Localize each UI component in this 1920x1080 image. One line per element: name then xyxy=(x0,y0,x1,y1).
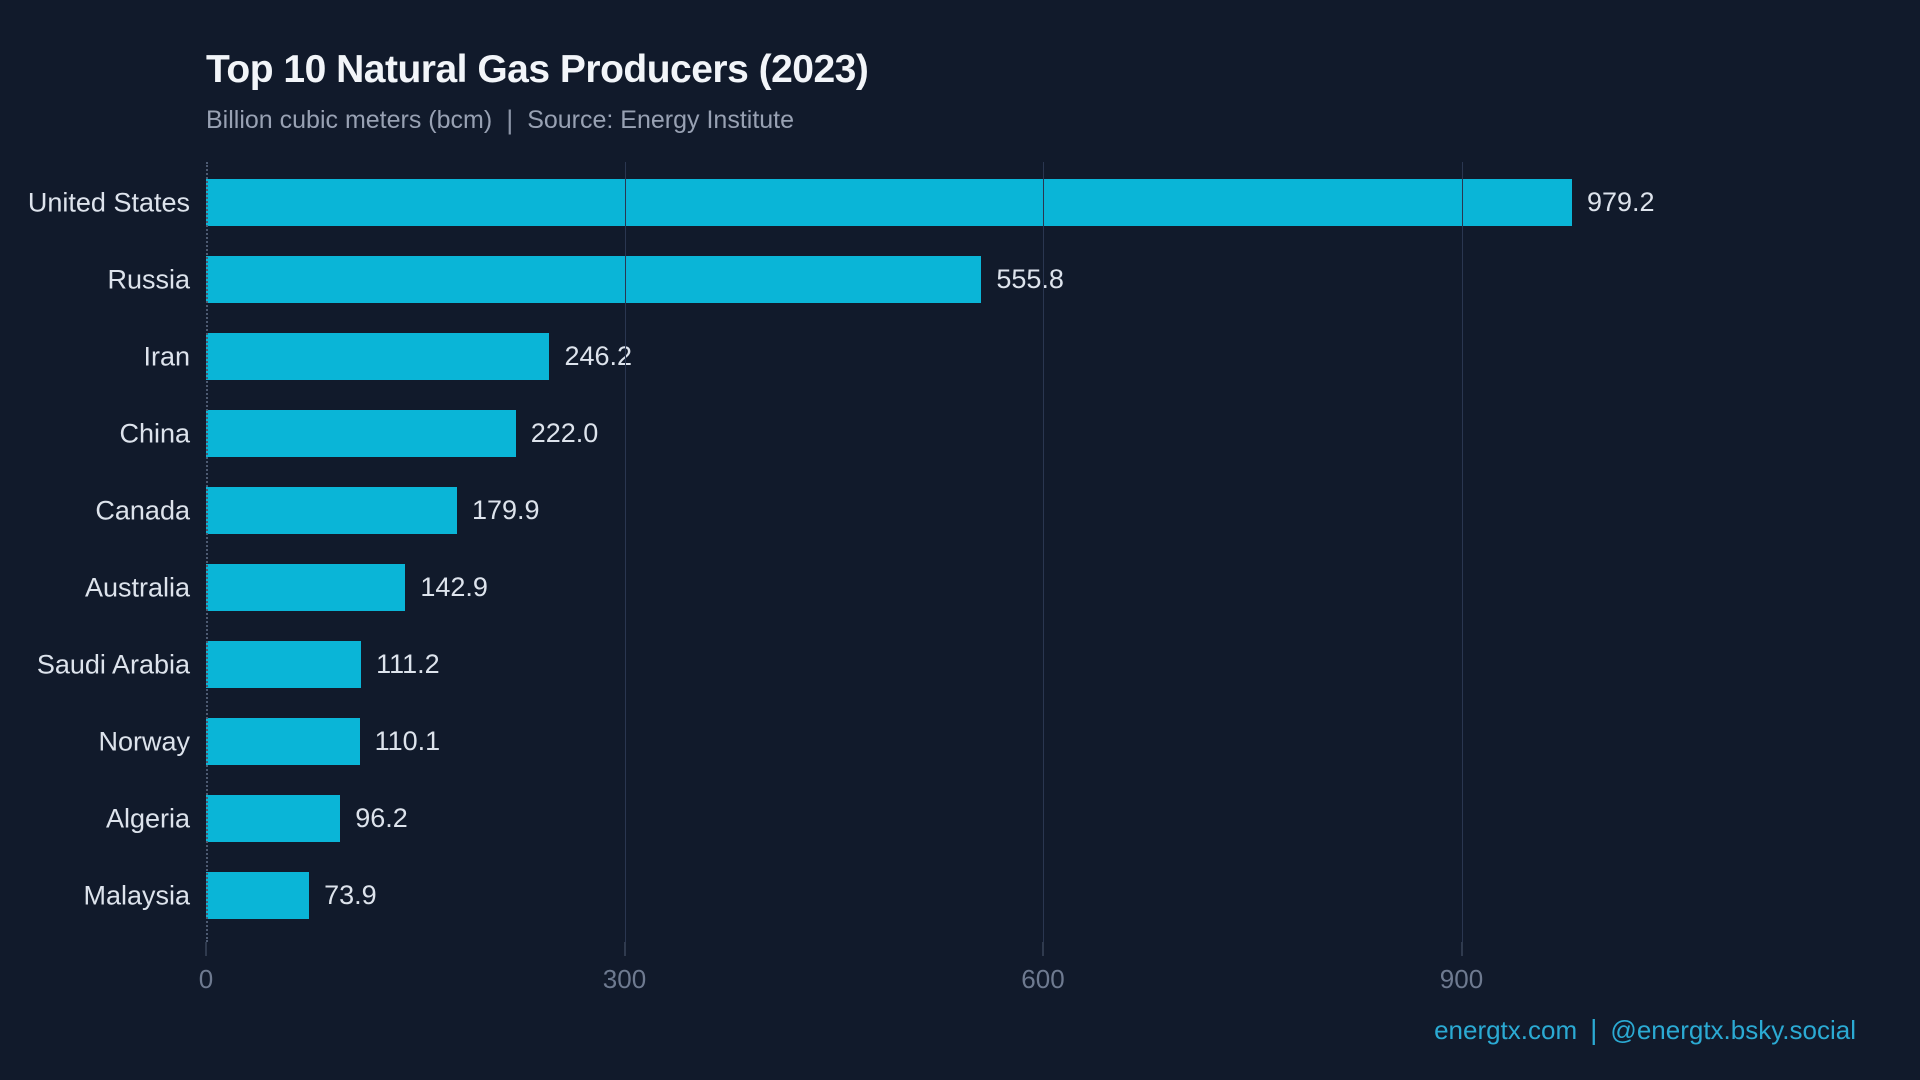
bar xyxy=(206,564,406,611)
value-label: 142.9 xyxy=(420,572,488,602)
chart-title: Top 10 Natural Gas Producers (2023) xyxy=(206,48,869,91)
subtitle-units: Billion cubic meters (bcm) xyxy=(206,105,493,134)
tick-label: 0 xyxy=(198,964,214,994)
bar xyxy=(206,410,516,457)
category-label: Algeria xyxy=(105,803,190,833)
footer-separator: | xyxy=(1590,1014,1598,1045)
bar-row: Norway 110.1 xyxy=(98,703,1880,780)
zero-axis-spine xyxy=(206,162,208,942)
bar-rows: United States 979.2 Russia 555.8 Iran 24… xyxy=(28,164,1880,934)
category-label: Saudi Arabia xyxy=(36,649,190,679)
bar-row: Saudi Arabia 111.2 xyxy=(37,626,1880,703)
gridline xyxy=(1043,162,1044,942)
chart-subtitle: Billion cubic meters (bcm) | Source: Ene… xyxy=(206,105,868,136)
footer-social-link[interactable]: @energtx.bsky.social xyxy=(1610,1014,1856,1045)
category-label: Australia xyxy=(84,572,190,602)
bar-row: Algeria 96.2 xyxy=(106,780,1880,857)
gridline xyxy=(1461,162,1463,942)
value-label: 555.8 xyxy=(996,264,1064,294)
value-label: 96.2 xyxy=(355,803,408,833)
chart-header: Top 10 Natural Gas Producers (2023) Bill… xyxy=(206,48,869,136)
tick-label: 900 xyxy=(1439,964,1484,994)
value-label: 979.2 xyxy=(1586,187,1655,217)
bar-row: Malaysia 73.9 xyxy=(83,857,1880,934)
subtitle-source: Source: Energy Institute xyxy=(527,105,795,134)
value-label: 222.0 xyxy=(530,418,599,448)
bar xyxy=(206,487,457,534)
footer-website-link[interactable]: energtx.com xyxy=(1434,1014,1578,1045)
bar xyxy=(206,333,550,380)
tick-label: 300 xyxy=(602,964,647,994)
tick-label: 600 xyxy=(1021,964,1065,994)
bar xyxy=(206,718,360,765)
footer: energtx.com | @energtx.bsky.social xyxy=(1434,1014,1856,1046)
category-label: Malaysia xyxy=(83,880,190,910)
value-label: 246.2 xyxy=(564,341,633,371)
bar-row: Canada 179.9 xyxy=(95,472,1880,549)
category-label: Canada xyxy=(95,495,190,525)
bar xyxy=(206,179,1572,226)
tick-mark xyxy=(624,942,625,956)
gridline xyxy=(624,162,626,942)
category-label: China xyxy=(119,418,190,448)
subtitle-separator: | xyxy=(506,104,514,135)
category-label: Iran xyxy=(143,341,190,371)
x-axis: 0 300 600 900 xyxy=(199,942,1880,1012)
tick-mark xyxy=(205,942,207,956)
bar xyxy=(206,795,341,842)
tick-mark xyxy=(1461,942,1462,956)
value-label: 73.9 xyxy=(324,880,377,910)
category-label: Norway xyxy=(98,726,190,756)
bar xyxy=(206,641,362,688)
category-label: Russia xyxy=(107,264,190,294)
plot-area: United States 979.2 Russia 555.8 Iran 24… xyxy=(28,162,1880,942)
value-label: 111.2 xyxy=(376,649,440,679)
tick-mark xyxy=(1042,942,1044,956)
bar-row: China 222.0 xyxy=(119,395,1880,472)
category-label: United States xyxy=(27,187,190,217)
bar xyxy=(206,872,310,919)
bar-row: United States 979.2 xyxy=(28,164,1880,241)
value-label: 110.1 xyxy=(374,726,441,756)
bar-row: Russia 555.8 xyxy=(107,241,1880,318)
bar-row: Australia 142.9 xyxy=(85,549,1880,626)
value-label: 179.9 xyxy=(471,495,540,525)
bar xyxy=(206,256,982,303)
bar-row: Iran 246.2 xyxy=(143,318,1880,395)
